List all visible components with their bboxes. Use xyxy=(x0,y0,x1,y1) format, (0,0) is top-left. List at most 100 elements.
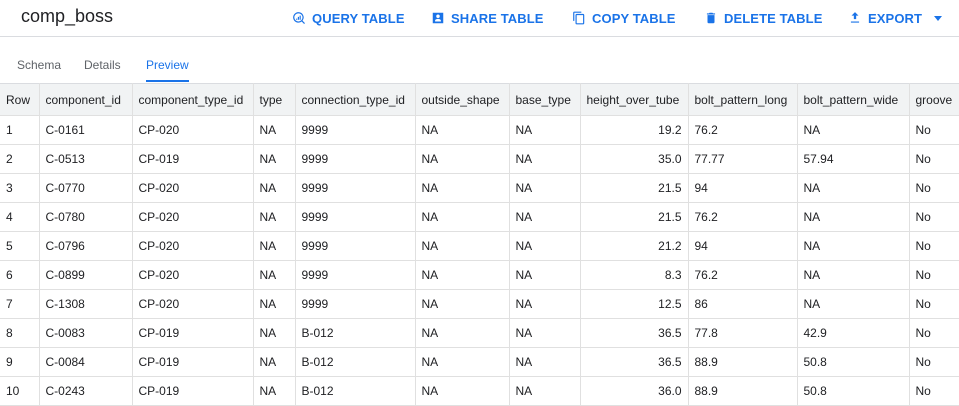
table-cell: NA xyxy=(253,347,296,377)
share-table-button[interactable]: SHARE TABLE xyxy=(431,9,544,27)
tab-schema[interactable]: Schema xyxy=(17,58,62,72)
table-cell: C-0796 xyxy=(39,231,133,261)
table-cell: C-0513 xyxy=(39,144,133,174)
table-cell: C-0243 xyxy=(39,376,133,406)
table-cell: No xyxy=(909,376,959,406)
table-cell: CP-020 xyxy=(132,231,254,261)
table-row: 9 C-0084 CP-019 NA B-012 NA NA 36.5 88.9 50.8 No xyxy=(0,347,959,377)
table-cell: NA xyxy=(797,260,910,290)
table-cell: CP-020 xyxy=(132,115,254,145)
tab-bar: Schema Details Preview xyxy=(0,50,959,82)
table-cell: C-0083 xyxy=(39,318,133,348)
table-cell: NA xyxy=(253,376,296,406)
query-table-button[interactable]: QUERY TABLE xyxy=(292,9,405,27)
table-cell: NA xyxy=(253,260,296,290)
table-cell: 94 xyxy=(688,173,798,203)
table-cell: CP-020 xyxy=(132,173,254,203)
table-cell: 76.2 xyxy=(688,202,798,232)
delete-table-label: DELETE TABLE xyxy=(724,10,823,26)
table-cell: No xyxy=(909,347,959,377)
column-header[interactable]: bolt_pattern_wide xyxy=(797,83,910,116)
table-cell: 2 xyxy=(0,144,40,174)
table-cell: 76.2 xyxy=(688,260,798,290)
table-row: 1 C-0161 CP-020 NA 9999 NA NA 19.2 76.2 NA No xyxy=(0,115,959,145)
column-header[interactable]: outside_shape xyxy=(415,83,510,116)
table-toolbar: comp_boss QUERY TABLE SHARE TABLE COPY T… xyxy=(0,0,959,37)
table-row: 4 C-0780 CP-020 NA 9999 NA NA 21.5 76.2 NA No xyxy=(0,202,959,232)
table-cell: No xyxy=(909,318,959,348)
table-cell: 21.2 xyxy=(580,231,689,261)
table-cell: 21.5 xyxy=(580,202,689,232)
table-cell: 36.5 xyxy=(580,347,689,377)
table-cell: 1 xyxy=(0,115,40,145)
delete-table-button[interactable]: DELETE TABLE xyxy=(704,9,822,27)
table-row: 6 C-0899 CP-020 NA 9999 NA NA 8.3 76.2 NA No xyxy=(0,260,959,290)
table-cell: 36.5 xyxy=(580,318,689,348)
table-cell: NA xyxy=(415,347,510,377)
table-cell: CP-020 xyxy=(132,289,254,319)
share-table-icon xyxy=(432,12,444,24)
table-cell: No xyxy=(909,144,959,174)
preview-table: Row component_id component_type_id type … xyxy=(0,83,959,406)
table-cell: 9999 xyxy=(295,115,416,145)
table-cell: No xyxy=(909,173,959,203)
table-cell: CP-019 xyxy=(132,318,254,348)
copy-table-label: COPY TABLE xyxy=(592,10,676,26)
column-header[interactable]: type xyxy=(253,83,296,116)
table-cell: NA xyxy=(253,318,296,348)
column-header[interactable]: groove xyxy=(909,83,959,116)
table-cell: 7 xyxy=(0,289,40,319)
table-cell: 9999 xyxy=(295,260,416,290)
table-title: comp_boss xyxy=(21,6,114,26)
table-cell: NA xyxy=(415,115,510,145)
table-cell: C-0780 xyxy=(39,202,133,232)
table-cell: NA xyxy=(253,144,296,174)
table-cell: CP-019 xyxy=(132,144,254,174)
table-cell: 9999 xyxy=(295,289,416,319)
table-cell: NA xyxy=(797,289,910,319)
table-cell: 42.9 xyxy=(797,318,910,348)
table-cell: NA xyxy=(253,115,296,145)
table-cell: 9 xyxy=(0,347,40,377)
table-cell: 94 xyxy=(688,231,798,261)
tab-details[interactable]: Details xyxy=(84,58,121,72)
table-body: 1 C-0161 CP-020 NA 9999 NA NA 19.2 76.2 NA No 2 C-05… xyxy=(0,115,959,406)
table-cell: NA xyxy=(415,231,510,261)
table-cell: CP-019 xyxy=(132,376,254,406)
column-header[interactable]: connection_type_id xyxy=(295,83,416,116)
table-cell: CP-020 xyxy=(132,202,254,232)
export-button[interactable]: EXPORT xyxy=(848,9,943,27)
share-table-label: SHARE TABLE xyxy=(451,10,544,26)
table-cell: 8 xyxy=(0,318,40,348)
table-cell: 35.0 xyxy=(580,144,689,174)
table-cell: NA xyxy=(509,347,581,377)
table-cell: No xyxy=(909,231,959,261)
column-header[interactable]: bolt_pattern_long xyxy=(688,83,798,116)
table-cell: NA xyxy=(797,115,910,145)
table-cell: 8.3 xyxy=(580,260,689,290)
table-row: 10 C-0243 CP-019 NA B-012 NA NA 36.0 88.9 50.8 No xyxy=(0,376,959,406)
table-cell: NA xyxy=(797,202,910,232)
copy-table-button[interactable]: COPY TABLE xyxy=(572,9,676,27)
column-header[interactable]: component_id xyxy=(39,83,133,116)
table-cell: C-0161 xyxy=(39,115,133,145)
table-cell: C-0084 xyxy=(39,347,133,377)
query-table-icon xyxy=(293,12,305,24)
column-header[interactable]: base_type xyxy=(509,83,581,116)
table-cell: 12.5 xyxy=(580,289,689,319)
tab-preview[interactable]: Preview xyxy=(146,58,189,82)
table-cell: CP-020 xyxy=(132,260,254,290)
table-cell: 88.9 xyxy=(688,347,798,377)
table-cell: 77.77 xyxy=(688,144,798,174)
table-cell: 86 xyxy=(688,289,798,319)
table-cell: NA xyxy=(253,202,296,232)
table-cell: NA xyxy=(415,289,510,319)
table-cell: NA xyxy=(509,318,581,348)
table-cell: NA xyxy=(509,231,581,261)
table-cell: NA xyxy=(509,144,581,174)
column-header[interactable]: height_over_tube xyxy=(580,83,689,116)
column-header[interactable]: Row xyxy=(0,83,40,116)
column-header[interactable]: component_type_id xyxy=(132,83,254,116)
table-cell: 4 xyxy=(0,202,40,232)
chevron-down-icon[interactable] xyxy=(934,15,943,21)
